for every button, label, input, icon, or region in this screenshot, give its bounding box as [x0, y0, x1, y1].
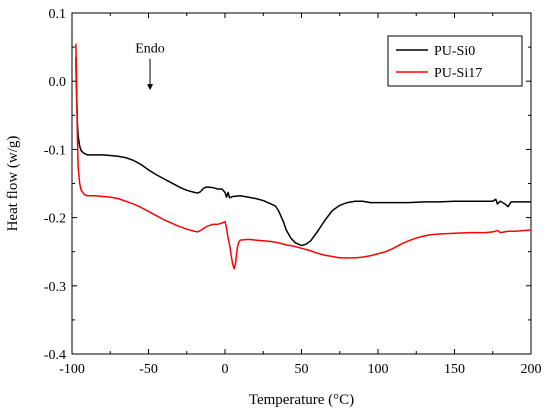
x-axis-title: Temperature (°C) [249, 392, 354, 408]
x-tick-label: 100 [368, 362, 389, 377]
x-tick-label: -50 [139, 362, 158, 377]
x-tick-label: -100 [59, 362, 85, 377]
y-tick-label: 0.0 [49, 75, 67, 90]
y-tick-label: 0.1 [49, 7, 67, 22]
annotation-label: Endo [135, 42, 165, 57]
x-tick-label: 150 [444, 362, 465, 377]
y-axis-title: Heat flow (w/g) [5, 136, 21, 232]
legend-label: PU-Si17 [434, 66, 482, 81]
legend-label: PU-Si0 [434, 44, 475, 59]
y-tick-label: -0.1 [44, 143, 66, 158]
series-line-pu-si17 [75, 43, 532, 270]
series-line-pu-si0 [75, 57, 531, 247]
y-tick-label: -0.3 [44, 280, 66, 295]
y-tick-label: -0.4 [44, 348, 66, 363]
x-tick-label: 0 [222, 362, 229, 377]
annotation-arrow-head [147, 84, 154, 91]
legend-box [387, 35, 523, 87]
y-tick-label: -0.2 [44, 212, 66, 227]
x-tick-label: 200 [521, 362, 542, 377]
x-tick-label: 50 [295, 362, 309, 377]
